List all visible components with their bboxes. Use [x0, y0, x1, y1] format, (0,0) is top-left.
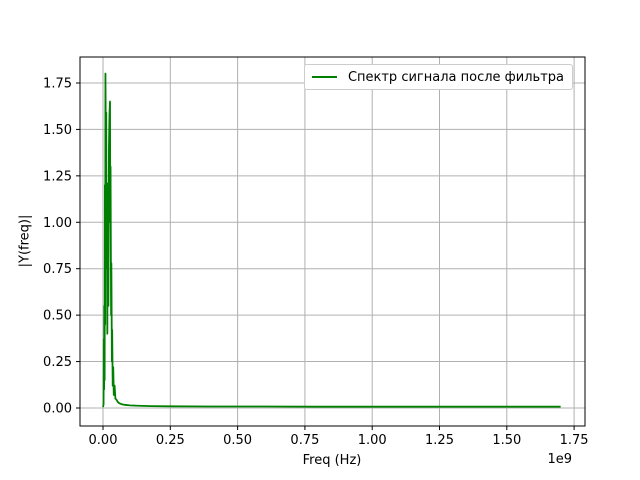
- x-tick-label: 1.50: [492, 433, 521, 448]
- y-tick-label: 0.75: [43, 262, 72, 277]
- legend: Спектр сигнала после фильтра: [303, 64, 573, 90]
- x-axis-offset-text: 1e9: [547, 452, 572, 467]
- x-tick-label: 0.50: [223, 433, 252, 448]
- y-tick-label: 0.00: [43, 401, 72, 416]
- y-tick-label: 1.50: [43, 123, 72, 138]
- y-tick-label: 0.25: [43, 355, 72, 370]
- y-axis-label: |Y(freq)|: [17, 214, 33, 268]
- x-tick-label: 0.75: [290, 433, 319, 448]
- y-tick-label: 1.00: [43, 216, 72, 231]
- x-tick-label: 1.75: [560, 433, 589, 448]
- y-tick-label: 0.50: [43, 309, 72, 324]
- x-tick-label: 1.25: [425, 433, 454, 448]
- x-axis-label: Freq (Hz): [302, 453, 362, 468]
- axes-spines: [79, 56, 586, 427]
- x-tick-label: 0.25: [156, 433, 185, 448]
- legend-label: Спектр сигнала после фильтра: [347, 69, 564, 85]
- y-tick-label: 1.75: [43, 76, 72, 91]
- legend-line-sample: [311, 76, 337, 78]
- series-line: [102, 72, 561, 408]
- x-tick-label: 1.00: [358, 433, 387, 448]
- y-tick-label: 1.25: [43, 169, 72, 184]
- x-tick-label: 0.00: [89, 433, 118, 448]
